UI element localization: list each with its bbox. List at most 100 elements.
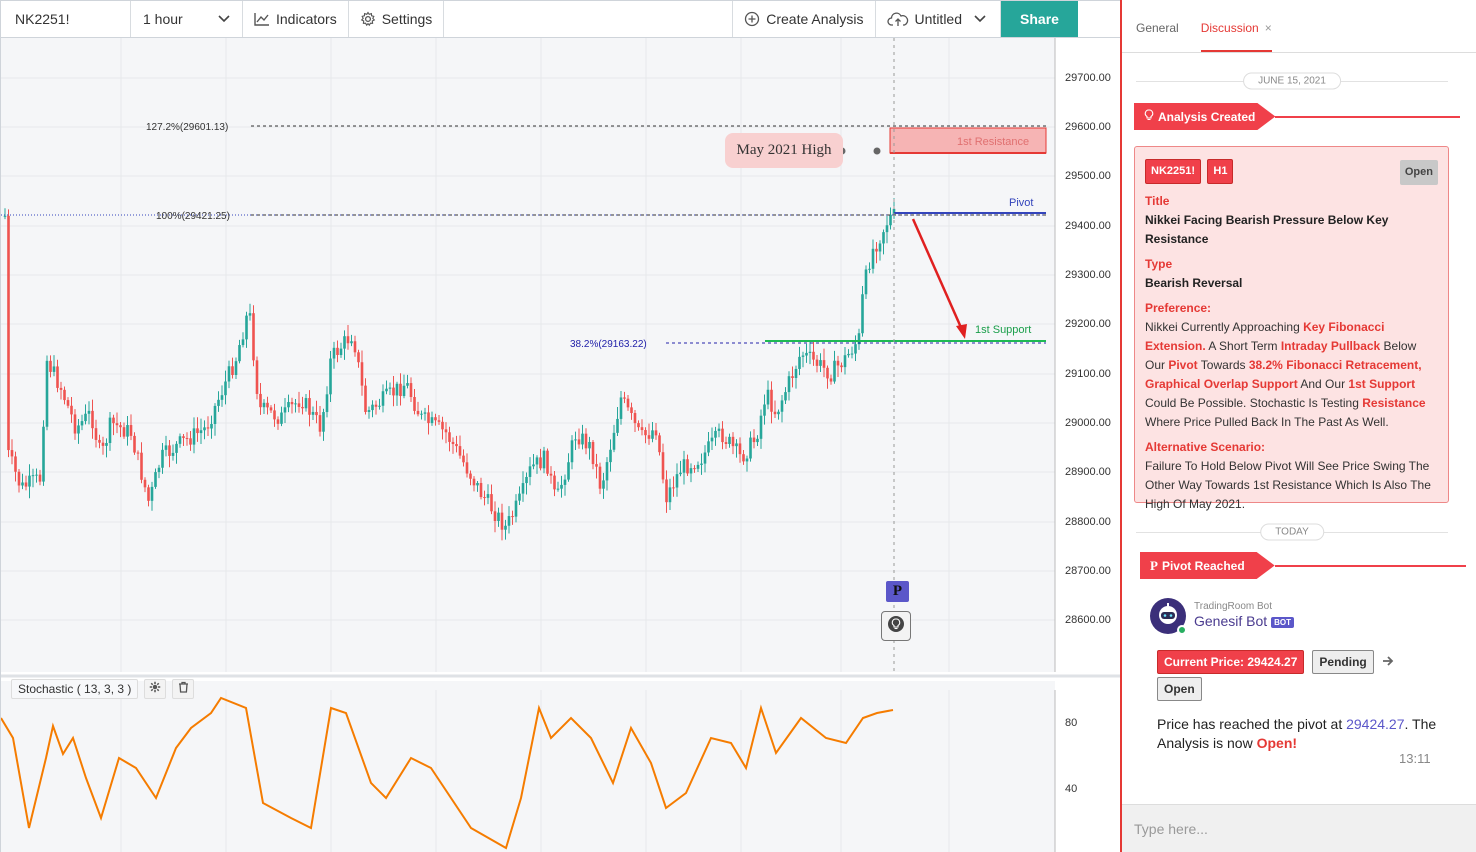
fib-100-label: 100%(29421.25) <box>156 211 230 222</box>
gear-icon <box>360 11 376 27</box>
candle-body <box>315 411 318 416</box>
open-status-badge[interactable]: Open <box>1157 677 1202 701</box>
settings-button[interactable]: Settings <box>349 1 445 37</box>
candle-body <box>154 472 157 487</box>
candle-body <box>308 398 311 415</box>
anchor-dot[interactable] <box>873 147 881 155</box>
candle-body <box>654 430 658 436</box>
indicator-delete-button[interactable] <box>172 679 195 699</box>
candle-body <box>784 392 787 401</box>
candle-body <box>836 360 840 366</box>
candle-body <box>301 406 304 409</box>
toolbar-spacer <box>444 1 734 37</box>
candle-body <box>535 457 539 465</box>
candle-body <box>213 405 217 424</box>
candle-body <box>815 359 819 366</box>
candle-body <box>605 462 609 481</box>
candle-body <box>105 443 108 446</box>
indicators-button[interactable]: Indicators <box>243 1 349 37</box>
symbol-badge: NK2251! <box>1145 159 1202 184</box>
pivot-icon: P <box>1150 557 1158 573</box>
analysis-card[interactable]: NK2251! H1 Open Title Nikkei Facing Bear… <box>1134 146 1449 511</box>
close-icon[interactable]: × <box>1264 21 1272 35</box>
indicators-icon <box>254 12 270 26</box>
candle-body <box>791 376 794 379</box>
indicator-settings-button[interactable] <box>144 679 167 699</box>
layout-selector[interactable]: Untitled <box>876 1 1001 37</box>
candle-body <box>217 399 220 406</box>
candle-body <box>731 436 735 447</box>
analysis-marker[interactable] <box>881 611 911 641</box>
indicator-name[interactable]: Stochastic ( 13, 3, 3 ) <box>11 679 139 699</box>
candle-body <box>427 412 430 424</box>
candle-body <box>122 427 126 437</box>
message-input[interactable] <box>1122 805 1476 852</box>
pivot-marker[interactable]: P <box>886 581 909 602</box>
candle-body <box>325 394 329 413</box>
candle-body <box>647 435 651 439</box>
event-analysis-created: Analysis Created <box>1134 103 1460 130</box>
candle-body <box>528 466 532 477</box>
stochastic-axis[interactable]: 80 40 <box>1065 717 1077 795</box>
symbol-selector[interactable]: NK2251! <box>1 1 131 37</box>
may-high-annotation[interactable]: May 2021 High <box>725 133 843 168</box>
candle-body <box>553 475 556 490</box>
share-button[interactable]: Share <box>1001 1 1078 37</box>
candle-body <box>150 486 154 501</box>
candle-body <box>700 463 703 465</box>
candle-body <box>497 512 500 521</box>
highlight: Key Fibonacci Extension. <box>1145 320 1385 353</box>
candle-body <box>98 439 101 443</box>
candle-body <box>273 410 276 420</box>
projection-arrow-head <box>956 324 967 339</box>
date-label: TODAY <box>1260 523 1324 541</box>
candlestick-series <box>3 198 896 541</box>
text-span: Below Our <box>1145 339 1417 372</box>
price-axis[interactable]: 29700.00 29600.00 29500.00 29400.00 2930… <box>1065 72 1111 626</box>
projection-arrow[interactable] <box>911 218 965 333</box>
resistance-label: 1st Resistance <box>957 136 1029 148</box>
candle-body <box>560 484 563 489</box>
text-span: And Our <box>1297 377 1349 391</box>
candle-body <box>819 360 822 366</box>
candle-body <box>455 444 458 447</box>
candle-body <box>843 355 847 368</box>
candle-body <box>640 427 644 431</box>
interval-selector[interactable]: 1 hour <box>131 1 243 37</box>
create-analysis-button[interactable]: Create Analysis <box>733 1 876 37</box>
analysis-type: Bearish Reversal <box>1145 276 1243 290</box>
stoch-axis-label: 80 <box>1065 717 1077 729</box>
candle-body <box>875 248 878 252</box>
pending-status-badge[interactable]: Pending <box>1312 650 1374 674</box>
candle-body <box>49 360 52 372</box>
candle-body <box>612 432 616 450</box>
text-span: . The Analysis is now <box>1157 716 1437 751</box>
bot-name[interactable]: Genesif Bot BOT <box>1194 613 1295 629</box>
tab-discussion[interactable]: Discussion × <box>1200 21 1272 52</box>
alternative-text: Failure To Hold Below Pivot Will See Pri… <box>1145 459 1431 511</box>
tab-general[interactable]: General <box>1136 21 1179 52</box>
date-separator: TODAY <box>1136 523 1448 541</box>
candle-body <box>346 336 350 344</box>
candle-body <box>675 474 679 488</box>
chart-area[interactable]: 29700.00 29600.00 29500.00 29400.00 2930… <box>0 38 1120 852</box>
candle-body <box>182 436 185 438</box>
candle-body <box>364 385 367 412</box>
candle-body <box>584 433 588 449</box>
candle-body <box>329 358 332 395</box>
candle-body <box>371 404 374 411</box>
candle-body <box>623 397 626 399</box>
price-axis-label: 29500.00 <box>1065 170 1111 182</box>
candle-body <box>171 452 175 456</box>
candle-body <box>35 474 38 476</box>
candle-body <box>745 458 749 462</box>
message-timestamp: 13:11 <box>1399 751 1431 766</box>
candle-body <box>73 414 77 434</box>
message-input-area <box>1122 804 1476 852</box>
alternative-heading: Alternative Scenario: <box>1145 440 1266 454</box>
preference-heading: Preference: <box>1145 301 1212 315</box>
candle-body <box>238 345 241 362</box>
card-badges: NK2251! H1 <box>1145 159 1438 184</box>
price-chart-canvas[interactable]: 29700.00 29600.00 29500.00 29400.00 2930… <box>1 38 1120 852</box>
current-price-badge[interactable]: Current Price: 29424.27 <box>1157 650 1305 674</box>
